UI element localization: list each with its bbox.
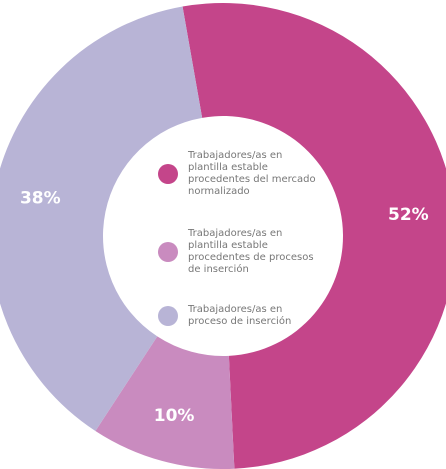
value-label: 38% (20, 188, 61, 208)
legend-label: Trabajadores/as en proceso de inserción (188, 304, 292, 327)
legend-item: Trabajadores/as en plantilla estable pro… (158, 228, 318, 276)
legend-item: Trabajadores/as en proceso de inserción (158, 304, 318, 328)
value-label: 52% (388, 205, 429, 225)
legend-swatch (158, 164, 178, 184)
legend-item: Trabajadores/as en plantilla estable pro… (158, 150, 318, 198)
legend-label: Trabajadores/as en plantilla estable pro… (188, 228, 314, 275)
donut-segment (95, 336, 235, 469)
value-label: 10% (154, 406, 195, 426)
donut-segment (182, 3, 446, 469)
legend-swatch (158, 306, 178, 326)
legend-label: Trabajadores/as en plantilla estable pro… (188, 150, 316, 197)
donut-segment (0, 6, 203, 431)
legend-swatch (158, 242, 178, 262)
